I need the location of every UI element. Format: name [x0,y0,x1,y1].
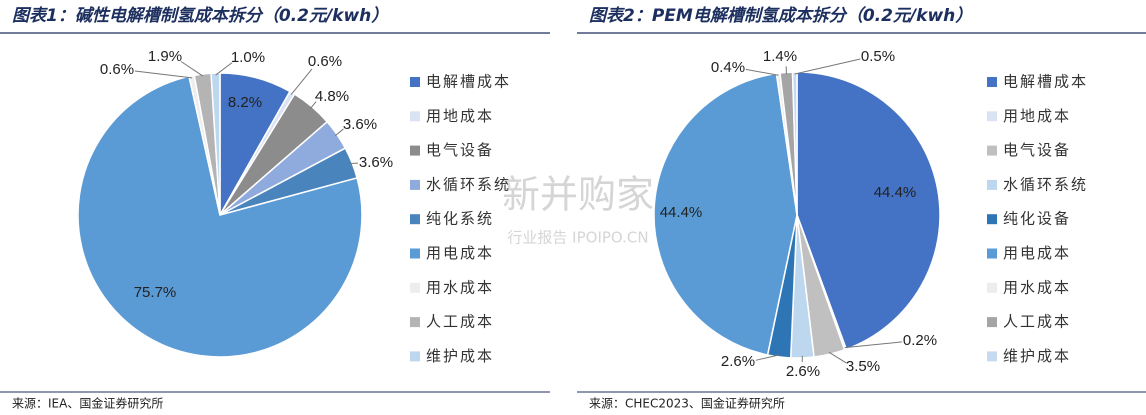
legend-label: 水循环系统 [1003,175,1088,193]
legend-label: 水循环系统 [426,175,511,193]
watermark-subtitle: 行业报告 IPOIPO.CN [507,229,648,247]
legend-label: 用电成本 [1003,244,1071,262]
legend-label: 用电成本 [426,244,494,262]
legend-label: 电气设备 [426,141,494,159]
source-note: 来源：IEA、国金证券研究所 [12,396,163,411]
pie-slice [791,71,798,216]
data-label: 4.8% [315,88,349,105]
leader-line [134,70,193,79]
legend-label: 纯化系统 [426,210,494,228]
pie-slice [653,72,798,356]
legend-swatch [987,179,997,190]
watermark-title: 新并购家 [502,173,654,217]
pie-slice [77,75,363,358]
leader-line [290,68,313,95]
legend-label: 用地成本 [1003,107,1071,125]
legend-swatch [410,214,420,225]
legend-swatch [410,351,420,362]
data-label: 2.6% [721,353,755,370]
data-label: 44.4% [874,184,917,201]
watermark: 新并购家 行业报告 IPOIPO.CN [502,173,654,247]
leader-line [180,61,204,77]
data-label: 0.5% [861,48,895,65]
legend-label: 人工成本 [1003,313,1071,331]
legend-label: 电解槽成本 [1003,73,1088,91]
data-label: 1.0% [231,49,265,66]
legend-swatch [987,248,997,259]
data-label: 75.7% [134,284,177,301]
legend-label: 维护成本 [426,347,494,365]
pie-slice [796,71,941,351]
leader-line [745,68,779,76]
pie-slice [210,72,221,216]
data-label: 3.6% [359,154,393,171]
legend-label: 电气设备 [1003,141,1071,159]
legend-label: 用地成本 [426,107,494,125]
legend-swatch [987,317,997,328]
legend-label: 人工成本 [426,313,494,331]
legend-swatch [987,214,997,225]
legend-swatch [987,145,997,156]
chart-title: 图表1：碱性电解槽制氢成本拆分（0.2元/kwh） [12,6,388,26]
data-label: 2.6% [786,363,820,380]
data-label: 1.9% [148,48,182,65]
data-label: 1.4% [763,48,797,65]
legend-label: 纯化设备 [1003,210,1071,228]
legend-swatch [987,282,997,293]
legend-label: 维护成本 [1003,347,1071,365]
legend-swatch [987,111,997,122]
leader-line [334,128,344,136]
legend-swatch [987,77,997,87]
data-label: 0.6% [308,53,342,70]
leader-line [844,341,903,349]
legend-swatch [987,351,997,362]
legend-swatch [410,111,420,122]
chart-title: 图表2：PEM电解槽制氢成本拆分（0.2元/kwh） [589,6,972,26]
legend-swatch [410,248,420,259]
legend-swatch [410,282,420,293]
data-label: 3.5% [846,358,880,375]
leader-line [794,58,861,75]
leader-line [755,354,780,361]
data-label: 8.2% [228,94,262,111]
data-label: 3.6% [343,116,377,133]
legend-label: 用水成本 [426,278,494,296]
data-label: 0.4% [711,59,745,76]
legend-swatch [410,145,420,156]
legend-swatch [410,179,420,190]
source-note: 来源：CHEC2023、国金证券研究所 [589,396,785,411]
leader-line [828,351,847,364]
data-label: 44.4% [660,204,703,221]
data-label: 0.6% [100,61,134,78]
leader-line [215,62,233,76]
legend-swatch [410,317,420,328]
leader-line [310,101,317,109]
legend-swatch [410,77,420,87]
legend-label: 电解槽成本 [426,73,511,91]
legend-label: 用水成本 [1003,278,1071,296]
data-label: 0.2% [903,332,937,349]
